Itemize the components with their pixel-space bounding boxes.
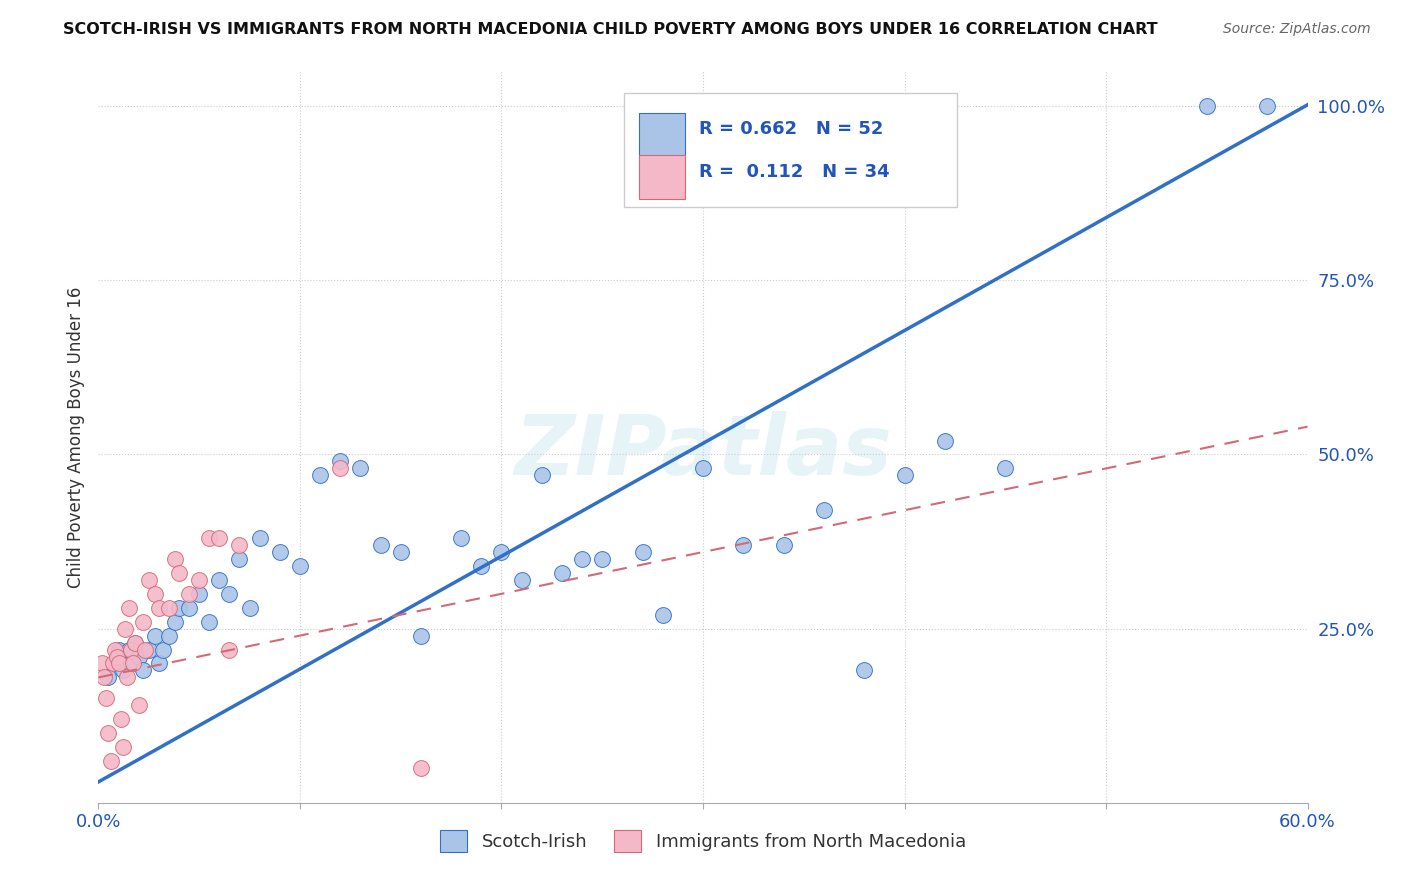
FancyBboxPatch shape xyxy=(624,94,957,207)
FancyBboxPatch shape xyxy=(638,155,685,200)
Point xyxy=(143,587,166,601)
Point xyxy=(124,635,146,649)
Point xyxy=(329,461,352,475)
Point xyxy=(1195,99,1218,113)
Point xyxy=(269,545,291,559)
Point xyxy=(167,566,190,580)
Point xyxy=(128,698,150,713)
Point xyxy=(163,615,186,629)
Point xyxy=(179,587,201,601)
Point xyxy=(163,552,186,566)
Point xyxy=(1256,99,1278,113)
Point xyxy=(893,468,915,483)
Point xyxy=(148,657,170,671)
Point xyxy=(934,434,956,448)
Point xyxy=(118,642,141,657)
Point xyxy=(111,664,134,678)
Point xyxy=(128,649,150,664)
Point xyxy=(157,600,180,615)
Point xyxy=(571,552,593,566)
Text: R = 0.662   N = 52: R = 0.662 N = 52 xyxy=(699,120,884,138)
Point xyxy=(491,545,513,559)
Point xyxy=(208,573,231,587)
Point xyxy=(228,538,250,552)
Point xyxy=(179,600,201,615)
Text: SCOTCH-IRISH VS IMMIGRANTS FROM NORTH MACEDONIA CHILD POVERTY AMONG BOYS UNDER 1: SCOTCH-IRISH VS IMMIGRANTS FROM NORTH MA… xyxy=(63,22,1159,37)
Point xyxy=(188,573,211,587)
Point xyxy=(148,600,170,615)
Point xyxy=(107,642,129,657)
Point xyxy=(121,657,143,671)
Point xyxy=(111,740,134,755)
Point xyxy=(120,657,142,671)
Point xyxy=(103,642,125,657)
Point xyxy=(551,566,574,580)
Point xyxy=(100,754,122,768)
Text: ZIPatlas: ZIPatlas xyxy=(515,411,891,492)
Point xyxy=(120,642,142,657)
Point xyxy=(370,538,392,552)
Point xyxy=(152,642,174,657)
Point xyxy=(107,657,129,671)
Point xyxy=(91,657,114,671)
Point xyxy=(198,531,221,545)
Point xyxy=(349,461,371,475)
Point xyxy=(157,629,180,643)
Point xyxy=(143,629,166,643)
Point xyxy=(733,538,755,552)
Point xyxy=(134,642,156,657)
Point xyxy=(249,531,271,545)
Point xyxy=(239,600,262,615)
Point xyxy=(591,552,613,566)
Point xyxy=(692,461,714,475)
Point xyxy=(97,726,120,740)
Point xyxy=(114,622,136,636)
Point xyxy=(110,712,132,726)
Text: Source: ZipAtlas.com: Source: ZipAtlas.com xyxy=(1223,22,1371,37)
Point xyxy=(389,545,412,559)
Point xyxy=(409,761,432,775)
Point xyxy=(97,670,120,684)
Text: R =  0.112   N = 34: R = 0.112 N = 34 xyxy=(699,163,890,181)
Point xyxy=(329,454,352,468)
Point xyxy=(105,649,128,664)
Point xyxy=(96,691,118,706)
Point xyxy=(218,587,240,601)
Point xyxy=(208,531,231,545)
Point xyxy=(813,503,835,517)
Point xyxy=(853,664,876,678)
Point xyxy=(994,461,1017,475)
Point xyxy=(167,600,190,615)
Point xyxy=(228,552,250,566)
Point xyxy=(132,664,155,678)
Point xyxy=(530,468,553,483)
Point xyxy=(772,538,794,552)
Point xyxy=(470,558,492,573)
Point xyxy=(450,531,472,545)
Y-axis label: Child Poverty Among Boys Under 16: Child Poverty Among Boys Under 16 xyxy=(66,286,84,588)
Point xyxy=(118,600,141,615)
Point xyxy=(138,573,160,587)
Point xyxy=(132,615,155,629)
Point xyxy=(309,468,332,483)
Point xyxy=(198,615,221,629)
FancyBboxPatch shape xyxy=(638,113,685,157)
Point xyxy=(651,607,673,622)
Point xyxy=(288,558,311,573)
Point xyxy=(188,587,211,601)
Point xyxy=(115,670,138,684)
Point xyxy=(631,545,654,559)
Point xyxy=(510,573,533,587)
Point xyxy=(103,657,125,671)
Point xyxy=(138,642,160,657)
Legend: Scotch-Irish, Immigrants from North Macedonia: Scotch-Irish, Immigrants from North Mace… xyxy=(433,823,973,860)
Point xyxy=(124,635,146,649)
Point xyxy=(409,629,432,643)
Point xyxy=(218,642,240,657)
Point xyxy=(101,657,124,671)
Point xyxy=(93,670,115,684)
